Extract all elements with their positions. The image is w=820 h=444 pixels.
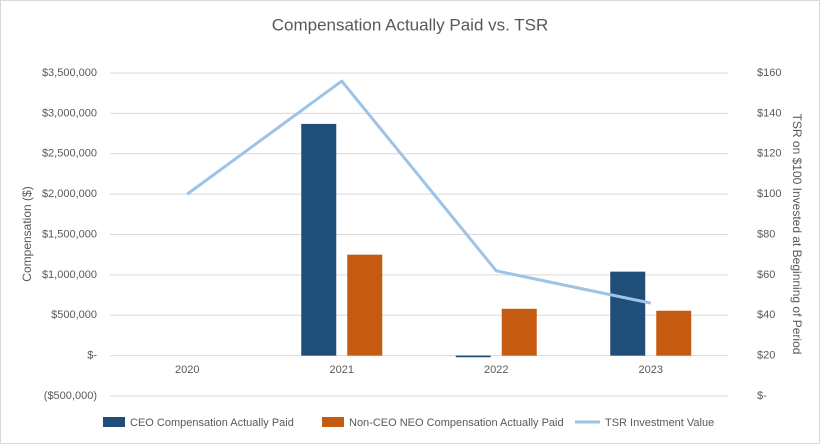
y2-tick-label: $140 — [757, 107, 781, 119]
legend-label: CEO Compensation Actually Paid — [130, 417, 294, 429]
y-tick-label: $3,500,000 — [42, 67, 97, 79]
x-tick-label: 2020 — [175, 364, 199, 376]
y2-tick-label: $80 — [757, 228, 775, 240]
y-axis-title: Compensation ($) — [20, 186, 34, 281]
y-tick-label: ($500,000) — [44, 390, 97, 402]
legend-swatch — [103, 417, 125, 427]
x-tick-label: 2023 — [639, 364, 663, 376]
bar — [610, 271, 646, 356]
line — [186, 79, 652, 305]
y-tick-label: $- — [87, 350, 97, 362]
y-tick-label: $1,500,000 — [42, 228, 97, 240]
y2-tick-label: $20 — [757, 350, 775, 362]
legend-label: TSR Investment Value — [605, 417, 714, 429]
y-tick-label: $2,500,000 — [42, 148, 97, 160]
bar — [455, 355, 491, 358]
y-tick-label: $3,000,000 — [42, 107, 97, 119]
chart-title: Compensation Actually Paid vs. TSR — [272, 15, 549, 34]
y2-tick-label: $100 — [757, 188, 781, 200]
y2-tick-label: $- — [757, 390, 767, 402]
bar — [656, 310, 692, 356]
bar — [301, 123, 337, 356]
y2-tick-label: $120 — [757, 148, 781, 160]
y-tick-label: $2,000,000 — [42, 188, 97, 200]
x-tick-label: 2022 — [484, 364, 508, 376]
legend-swatch — [322, 417, 344, 427]
bar — [501, 308, 537, 356]
y2-tick-label: $60 — [757, 269, 775, 281]
y2-tick-label: $160 — [757, 67, 781, 79]
legend-label: Non-CEO NEO Compensation Actually Paid — [349, 417, 564, 429]
x-tick-label: 2021 — [330, 364, 354, 376]
y-tick-label: $500,000 — [51, 309, 97, 321]
y2-tick-label: $40 — [757, 309, 775, 321]
bar — [347, 254, 383, 356]
y-tick-label: $1,000,000 — [42, 269, 97, 281]
y2-axis-title: TSR on $100 Invested at Beginning of Per… — [790, 114, 804, 355]
